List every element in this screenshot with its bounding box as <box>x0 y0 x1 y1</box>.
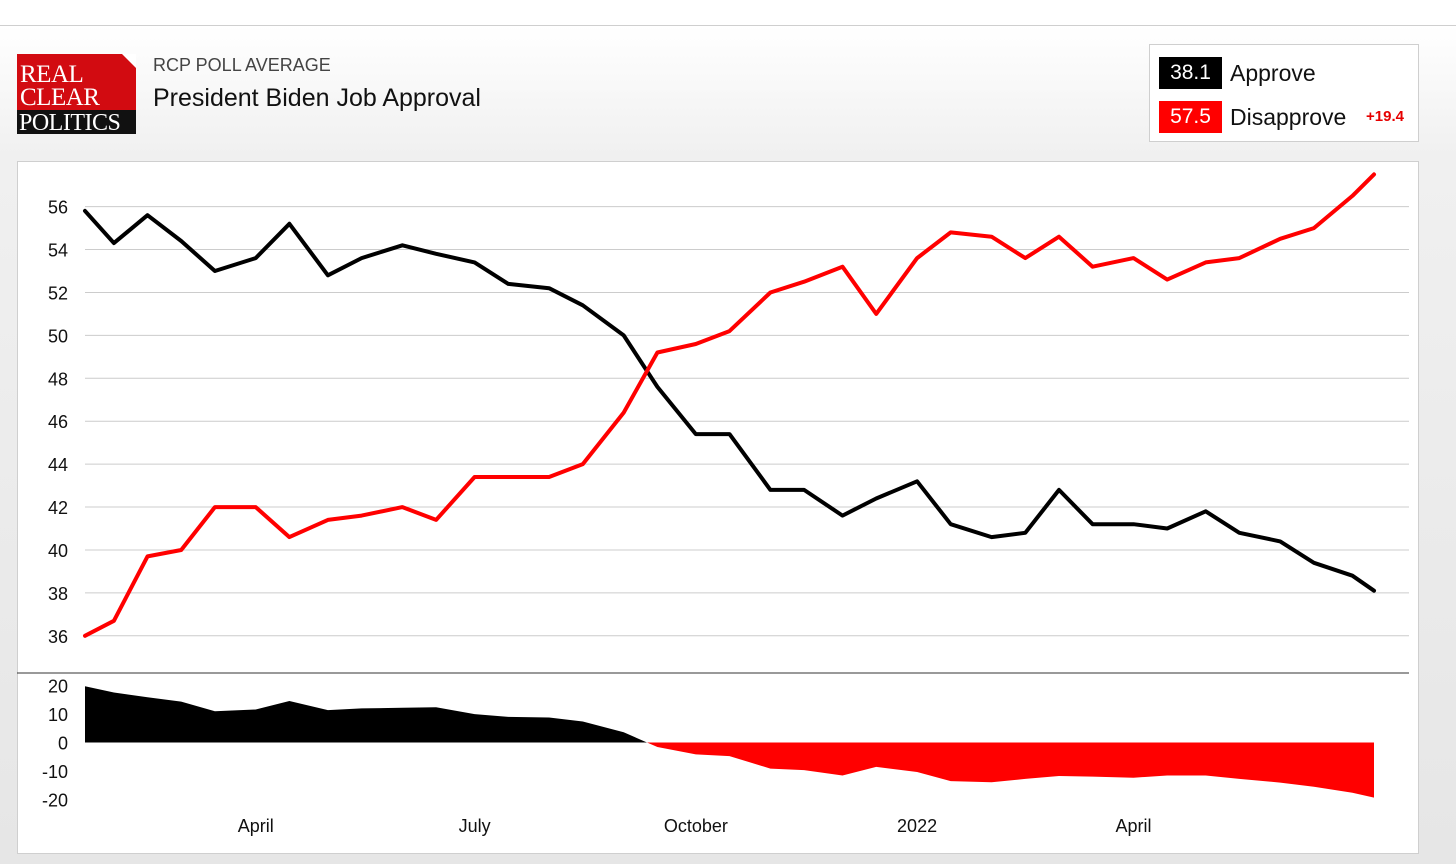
y-tick-label-46: 46 <box>48 412 68 432</box>
x-tick-label-1: July <box>459 816 491 836</box>
logo-text-line-3: POLITICS <box>19 110 121 134</box>
y-tick-label-50: 50 <box>48 326 68 346</box>
y-tick-label-40: 40 <box>48 541 68 561</box>
legend-box: 38.1 Approve 57.5 Disapprove +19.4 <box>1149 44 1419 142</box>
main-lines <box>83 172 1376 638</box>
y-tick-label-54: 54 <box>48 241 68 261</box>
line-approve <box>83 208 1376 593</box>
chart-title[interactable]: President Biden Job Approval <box>153 84 481 112</box>
y-tick-label-52: 52 <box>48 283 68 303</box>
y-tick-label-48: 48 <box>48 369 68 389</box>
y-tick-label-44: 44 <box>48 455 68 475</box>
spread-y-tick-label-20: 20 <box>48 677 68 697</box>
logo-text-line-2: CLEAR <box>20 84 100 111</box>
legend-spread: +19.4 <box>1366 108 1404 125</box>
legend-disapprove-label: Disapprove <box>1230 104 1347 130</box>
x-axis: April July October 2022 April <box>238 816 1152 836</box>
x-tick-label-4: April <box>1116 816 1152 836</box>
spread-areas <box>85 686 1374 798</box>
x-tick-label-3: 2022 <box>897 816 937 836</box>
logo-text-line-1: REAL <box>20 61 84 88</box>
spread-y-tick-label-10: 10 <box>48 705 68 725</box>
line-disapprove <box>83 172 1376 638</box>
legend-approve-value: 38.1 <box>1159 57 1222 89</box>
y-tick-label-38: 38 <box>48 584 68 604</box>
y-tick-label-56: 56 <box>48 198 68 218</box>
spread-area-approve-lead <box>85 686 1374 743</box>
x-tick-label-2: October <box>664 816 728 836</box>
logo-corner-fold <box>122 54 136 68</box>
y-tick-label-36: 36 <box>48 627 68 647</box>
spread-y-tick-label--20: -20 <box>42 790 68 810</box>
spread-y-tick-label-0: 0 <box>58 734 68 754</box>
spread-y-axis: 20 10 0 -10 -20 <box>42 677 68 811</box>
y-tick-label-42: 42 <box>48 498 68 518</box>
legend-disapprove-value: 57.5 <box>1159 101 1222 133</box>
spread-y-tick-label--10: -10 <box>42 762 68 782</box>
x-tick-label-0: April <box>238 816 274 836</box>
logo-band: POLITICS <box>17 110 136 134</box>
legend-approve-label: Approve <box>1230 60 1316 86</box>
rcp-logo[interactable]: REAL CLEAR POLITICS <box>17 54 136 134</box>
spread-area-disapprove-lead <box>85 742 1374 798</box>
chart-kicker: RCP POLL AVERAGE <box>153 55 331 75</box>
main-gridlines <box>85 206 1409 637</box>
main-y-axis: 36 38 40 42 44 46 48 50 52 54 56 <box>48 198 68 647</box>
